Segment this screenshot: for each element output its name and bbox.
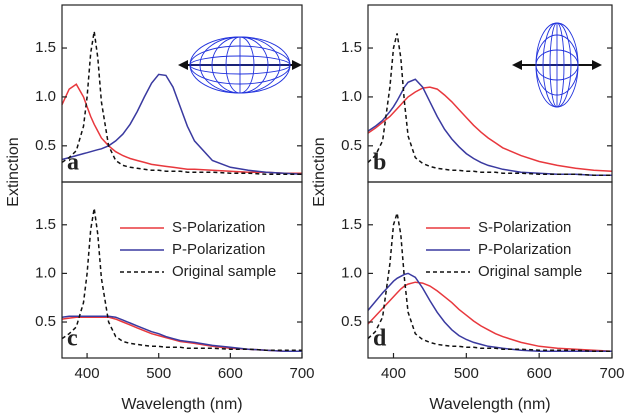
y-tick-label: 0.5	[341, 313, 362, 330]
series-line	[61, 31, 302, 175]
y-tick-label: 1.0	[35, 264, 56, 281]
x-tick-label: 600	[218, 365, 243, 382]
series-line	[61, 83, 302, 174]
legend-label: Original sample	[172, 263, 276, 280]
y-tick-label: 1.0	[35, 88, 56, 105]
series-line	[367, 78, 612, 176]
panel: 0.5 1.0 1.5 a Extinction	[5, 4, 303, 207]
x-axis-label: Wavelength (nm)	[121, 396, 242, 413]
series-line	[367, 281, 613, 352]
panel-label: b	[373, 150, 386, 176]
x-tick-label: 500	[454, 365, 479, 382]
x-tick-label: 400	[381, 365, 406, 382]
panel-frame	[61, 181, 303, 359]
legend-label: S-Polarization	[478, 219, 571, 236]
legend-label: P-Polarization	[478, 241, 571, 258]
x-tick-label: 600	[527, 365, 552, 382]
panel-frame	[367, 4, 613, 183]
series-line	[61, 208, 302, 351]
legend-label: S-Polarization	[172, 219, 265, 236]
y-tick-label: 1.5	[35, 216, 56, 233]
series-line	[367, 86, 613, 172]
x-tick-label: 400	[75, 365, 100, 382]
panel-frame	[61, 4, 303, 183]
y-tick-label: 1.0	[341, 264, 362, 281]
y-tick-label: 1.5	[341, 39, 362, 56]
y-tick-label: 0.5	[35, 313, 56, 330]
panel-label: a	[67, 150, 79, 176]
y-tick-label: 1.5	[35, 39, 56, 56]
panel-label: c	[67, 326, 78, 352]
panel: 0.5 1.0 1.5 b Extinction	[311, 4, 613, 207]
series-line	[61, 73, 303, 175]
legend-label: P-Polarization	[172, 241, 265, 258]
y-tick-label: 1.5	[341, 216, 362, 233]
y-tick-label: 0.5	[35, 137, 56, 154]
x-tick-label: 700	[289, 365, 314, 382]
panel: 0.5 1.0 1.5 400 500 600 700 c Wavelength (nm) S-P…	[35, 181, 315, 413]
legend-label: Original sample	[478, 263, 582, 280]
y-axis-label: Extinction	[311, 137, 328, 206]
series-line	[61, 316, 302, 352]
y-axis-label: Extinction	[5, 137, 22, 206]
oblate-icon	[512, 22, 602, 108]
prolate-icon	[178, 36, 302, 94]
series-line	[367, 33, 612, 176]
series-line	[367, 272, 612, 352]
panel: 0.5 1.0 1.5 400 500 600 700 d Wavelength (nm) S-P…	[341, 181, 625, 413]
x-tick-label: 500	[146, 365, 171, 382]
y-tick-label: 1.0	[341, 88, 362, 105]
series-line	[367, 212, 612, 352]
panel-frame	[367, 181, 613, 359]
x-axis-label: Wavelength (nm)	[429, 396, 550, 413]
series-line	[61, 315, 302, 352]
x-tick-label: 700	[599, 365, 624, 382]
panel-label: d	[373, 326, 387, 352]
y-tick-label: 0.5	[341, 137, 362, 154]
